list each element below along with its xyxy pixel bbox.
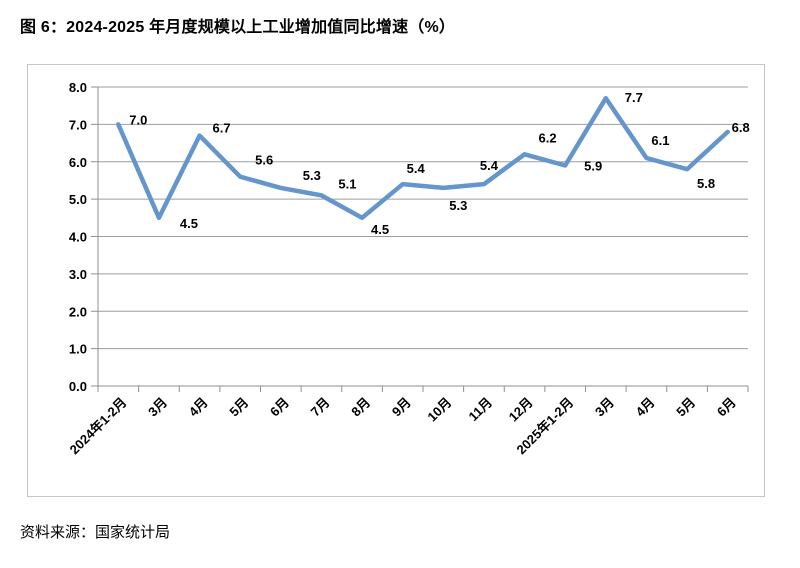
- x-tick-label: 12月: [506, 395, 536, 425]
- data-label: 5.4: [480, 158, 499, 173]
- data-label: 5.6: [255, 153, 273, 168]
- x-tick-label: 8月: [348, 395, 373, 420]
- y-tick-label: 0.0: [69, 379, 87, 394]
- data-label: 7.7: [625, 90, 643, 105]
- line-chart: 0.0 1.0 2.0 3.0 4.0 5.0 6.0 7.0 8.0 2024年1-2月 3月 4月…: [67, 80, 750, 458]
- x-tick-label: 5月: [673, 395, 698, 420]
- data-label: 5.4: [407, 161, 426, 176]
- y-tick-label: 2.0: [69, 304, 87, 319]
- data-label: 5.3: [303, 168, 321, 183]
- data-label: 4.5: [371, 222, 389, 237]
- x-tick-label: 9月: [389, 395, 414, 420]
- data-label: 6.8: [732, 120, 750, 135]
- x-tick-label: 11月: [466, 395, 496, 425]
- x-tick-label: 2024年1-2月: [67, 395, 130, 458]
- data-label: 6.7: [213, 121, 231, 136]
- y-tick-label: 3.0: [69, 267, 87, 282]
- data-label: 5.8: [697, 176, 715, 191]
- data-label: 5.3: [449, 198, 467, 213]
- figure-title: 图 6：2024-2025 年月度规模以上工业增加值同比增速（%）: [20, 19, 456, 36]
- data-line: [116, 95, 730, 221]
- data-label: 5.1: [338, 176, 356, 191]
- data-label: 7.0: [129, 112, 147, 127]
- x-tick-label: 6月: [714, 395, 739, 420]
- data-label: 6.2: [539, 130, 557, 145]
- y-tick-label: 5.0: [69, 192, 87, 207]
- x-tick-label: 6月: [267, 395, 292, 420]
- data-label: 5.9: [584, 158, 602, 173]
- y-tick-label: 7.0: [69, 117, 87, 132]
- x-tick-label: 3月: [592, 395, 617, 420]
- x-tick-label: 3月: [145, 395, 170, 420]
- x-tick-label: 4月: [186, 395, 211, 420]
- y-tick-label: 6.0: [69, 155, 87, 170]
- x-tick-label: 4月: [633, 395, 658, 420]
- x-tick-label: 7月: [308, 395, 333, 420]
- x-tick-label: 10月: [424, 395, 454, 425]
- data-label: 4.5: [180, 216, 198, 231]
- source-note: 资料来源：国家统计局: [20, 524, 171, 541]
- y-tick-label: 1.0: [69, 342, 87, 357]
- y-tick-label: 8.0: [69, 80, 87, 95]
- chart-container: 0.0 1.0 2.0 3.0 4.0 5.0 6.0 7.0 8.0 2024年1-2月 3月 4月…: [27, 64, 765, 497]
- y-tick-label: 4.0: [69, 230, 87, 245]
- data-label: 6.1: [651, 133, 669, 148]
- x-tick-label: 5月: [226, 395, 251, 420]
